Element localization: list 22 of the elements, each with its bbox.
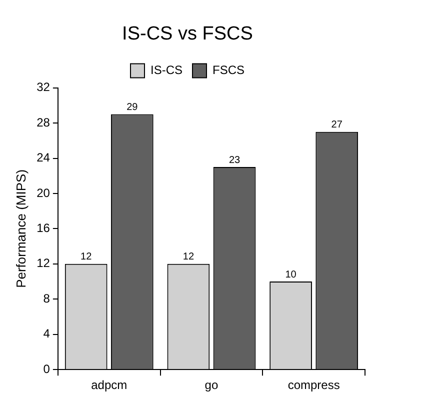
y-tick-label: 8 (43, 291, 50, 306)
y-axis-title: Performance (MIPS) (13, 169, 28, 288)
x-tick-label: adpcm (91, 378, 128, 392)
y-tick-label: 12 (36, 256, 50, 270)
data-label: 29 (126, 102, 138, 113)
data-label: 27 (331, 120, 343, 131)
y-tick-label: 28 (36, 115, 50, 130)
chart-title: IS-CS vs FSCS (122, 24, 253, 45)
data-label: 10 (285, 269, 297, 280)
x-tick-label: compress (288, 378, 340, 392)
y-tick-label: 0 (43, 362, 50, 376)
y-tick-label: 24 (36, 150, 50, 165)
legend-label: FSCS (212, 63, 245, 78)
y-tick-label: 32 (36, 80, 50, 94)
data-label: 12 (182, 252, 194, 263)
y-tick-label: 16 (36, 221, 50, 236)
y-tick-label: 4 (43, 326, 50, 341)
legend-label: IS-CS (150, 63, 183, 78)
x-tick-label: go (204, 378, 218, 392)
y-tick-label: 20 (36, 186, 50, 200)
data-label: 12 (80, 252, 92, 263)
data-label: 23 (228, 154, 240, 166)
